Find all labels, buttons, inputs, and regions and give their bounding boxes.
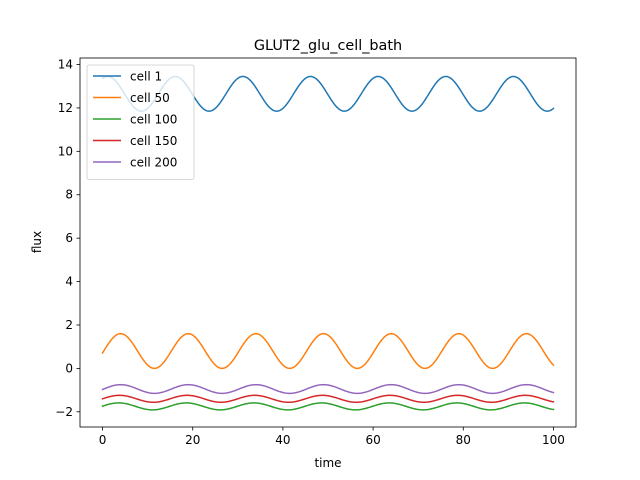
x-axis-ticks: 0 20 40 60 80 100 [99, 427, 565, 447]
legend-label: cell 200 [130, 156, 177, 170]
x-axis-label: time [314, 456, 341, 470]
x-tick-label: 80 [456, 433, 471, 447]
chart-title: GLUT2_glu_cell_bath [254, 38, 402, 54]
y-axis-ticks: −2 0 2 4 6 8 10 12 14 [55, 58, 80, 419]
series-line-cell-50 [101, 332, 555, 370]
plot-frame [79, 57, 577, 428]
y-tick-label: 4 [65, 275, 73, 289]
legend: cell 1 cell 50 cell 100 cell 150 cell 200 [86, 64, 195, 180]
y-tick-label: 14 [58, 58, 73, 72]
x-tick-label: 20 [185, 433, 200, 447]
x-tick-label: 60 [365, 433, 380, 447]
y-tick-label: 2 [65, 318, 73, 332]
y-tick-label: 10 [58, 144, 73, 158]
legend-label: cell 50 [130, 91, 170, 105]
series-line-cell-150 [101, 394, 555, 404]
x-tick-label: 0 [99, 433, 107, 447]
x-tick-label: 100 [542, 433, 565, 447]
series-line-cell-100 [101, 402, 555, 411]
y-tick-label: 8 [65, 188, 73, 202]
y-tick-label: 6 [65, 231, 73, 245]
y-tick-label: −2 [55, 405, 73, 419]
legend-label: cell 150 [130, 134, 177, 148]
x-tick-label: 40 [275, 433, 290, 447]
legend-label: cell 100 [130, 113, 177, 127]
series-line-cell-200 [101, 383, 555, 395]
y-axis-label: flux [30, 231, 44, 253]
y-tick-label: 0 [65, 361, 73, 375]
legend-box [86, 64, 195, 180]
legend-label: cell 1 [130, 70, 162, 84]
y-tick-label: 12 [58, 101, 73, 115]
